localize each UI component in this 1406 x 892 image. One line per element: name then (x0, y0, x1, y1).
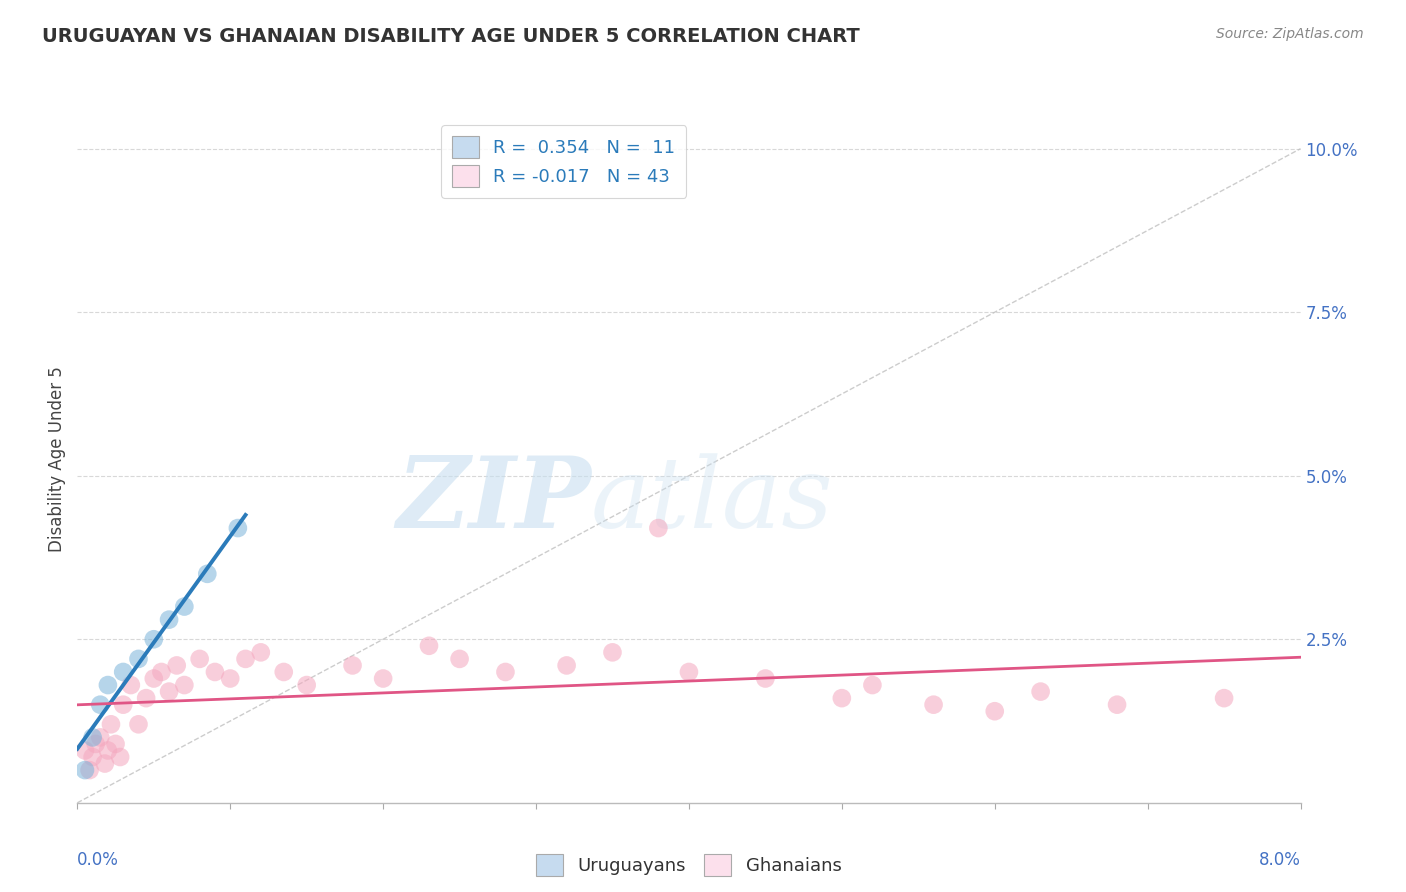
Point (89, 731, 111, 745)
Point (166, 658, 188, 673)
Point (112, 665, 135, 679)
Point (89, 698, 111, 712)
Legend: Uruguayans, Ghanaians: Uruguayans, Ghanaians (529, 847, 849, 883)
Y-axis label: Disability Age Under 5: Disability Age Under 5 (48, 367, 66, 552)
Point (862, 678, 884, 692)
Text: 0.0%: 0.0% (77, 851, 120, 869)
Point (173, 678, 195, 692)
Text: Source: ZipAtlas.com: Source: ZipAtlas.com (1216, 27, 1364, 41)
Point (142, 672, 165, 686)
Point (1107, 698, 1129, 712)
Point (602, 645, 624, 659)
Point (555, 658, 578, 673)
Point (449, 652, 471, 666)
Point (100, 717, 122, 731)
Point (82, 731, 104, 745)
Point (188, 652, 211, 666)
Point (678, 665, 700, 679)
Point (82, 750, 104, 764)
Point (219, 672, 242, 686)
Text: atlas: atlas (591, 453, 834, 549)
Point (922, 698, 945, 712)
Point (94, 756, 117, 771)
Point (342, 658, 364, 673)
Point (73, 763, 96, 777)
Point (157, 684, 180, 698)
Point (127, 652, 149, 666)
Point (157, 613, 180, 627)
Point (831, 691, 853, 706)
Point (73, 743, 96, 757)
Point (250, 645, 273, 659)
Point (984, 704, 1007, 718)
Point (142, 632, 165, 647)
Point (204, 665, 226, 679)
Point (295, 678, 318, 692)
Point (495, 665, 517, 679)
Point (371, 672, 394, 686)
Point (647, 521, 669, 535)
Point (112, 698, 135, 712)
Point (84, 737, 107, 751)
Point (97, 678, 120, 692)
Point (754, 672, 776, 686)
Point (120, 678, 142, 692)
Point (150, 665, 173, 679)
Point (235, 652, 257, 666)
Text: 8.0%: 8.0% (1258, 851, 1301, 869)
Point (195, 566, 218, 581)
Point (226, 521, 249, 535)
Point (1213, 691, 1236, 706)
Point (104, 737, 127, 751)
Point (273, 665, 295, 679)
Point (418, 639, 440, 653)
Point (79, 763, 101, 777)
Point (108, 750, 131, 764)
Point (97, 743, 120, 757)
Text: ZIP: ZIP (396, 452, 591, 549)
Point (173, 599, 195, 614)
Text: URUGUAYAN VS GHANAIAN DISABILITY AGE UNDER 5 CORRELATION CHART: URUGUAYAN VS GHANAIAN DISABILITY AGE UND… (42, 27, 860, 45)
Point (127, 717, 149, 731)
Point (135, 691, 157, 706)
Point (1029, 684, 1052, 698)
